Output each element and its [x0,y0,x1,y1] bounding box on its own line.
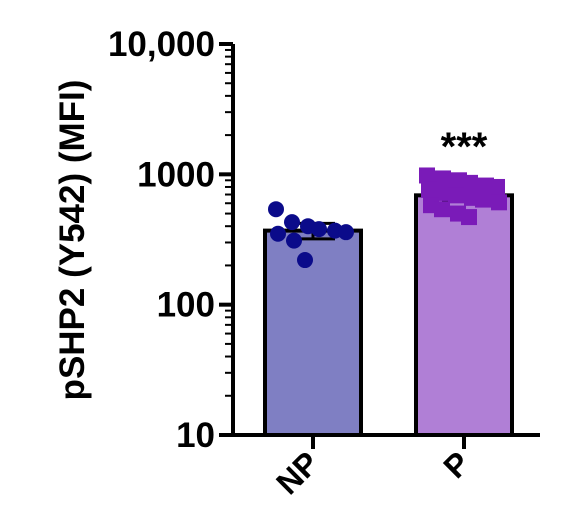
data-point-p [421,181,437,198]
data-point-np [268,201,284,218]
data-point-p [491,194,507,211]
data-point-p [419,167,435,184]
data-point-p [448,187,464,204]
data-point-np [311,221,327,238]
data-point-np [284,214,300,231]
significance-label: *** [441,125,488,169]
data-point-p [435,170,451,187]
data-point-np [297,252,313,269]
y-tick-label: 1000 [137,155,215,194]
data-point-p [462,174,478,191]
data-point-p [475,191,491,208]
data-point-np [270,225,286,242]
bar-np [263,228,363,437]
y-tick-label: 100 [157,286,215,325]
y-tick-label: 10 [176,416,215,455]
x-tick-label-p: P [436,444,477,485]
bar-p [414,193,514,437]
data-point-p [434,201,450,218]
data-point-p [461,209,477,226]
data-point-np [338,224,354,241]
data-point-np [286,232,302,249]
y-tick-label: 10,000 [108,25,215,64]
x-tick-label-np: NP [269,444,326,501]
y-axis-title: pSHP2 (Y542) (MFI) [53,80,92,401]
data-point-p [489,178,505,195]
